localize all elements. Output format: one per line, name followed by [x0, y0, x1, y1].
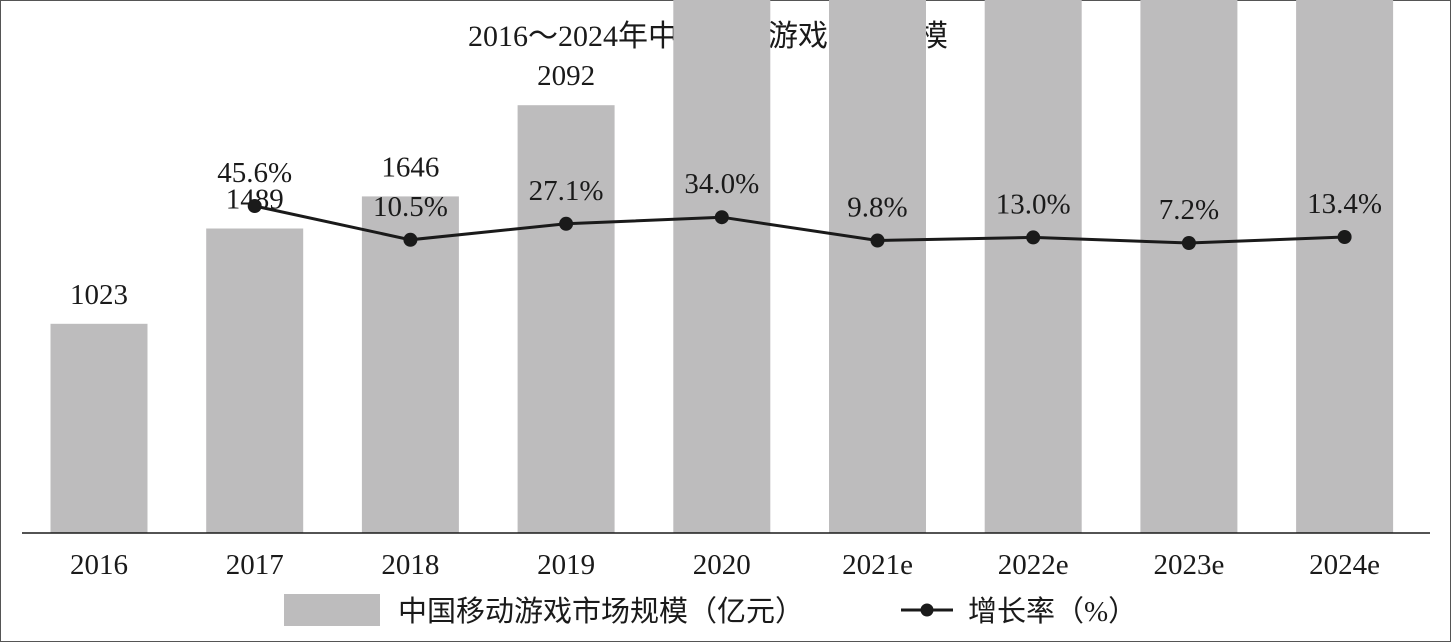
growth-point-2020 — [714, 210, 729, 225]
growth-label-2021e: 9.8% — [847, 192, 907, 224]
bar-2021e — [829, 0, 926, 533]
bar-value-label-2016: 1023 — [70, 279, 128, 311]
legend-line-label: 增长率（%） — [968, 595, 1137, 628]
bar-2018 — [361, 196, 459, 533]
x-tick-2023e: 2023e — [1153, 549, 1224, 581]
growth-line-series — [247, 199, 1352, 250]
growth-label-2019: 27.1% — [529, 175, 604, 207]
legend-bar-label: 中国移动游戏市场规模（亿元） — [398, 595, 804, 628]
growth-point-2023e — [1181, 236, 1196, 250]
x-tick-2016: 2016 — [70, 549, 128, 581]
bar-value-label-2018: 1646 — [381, 151, 439, 183]
growth-point-2017 — [247, 199, 262, 213]
growth-line-path — [254, 204, 1345, 245]
x-tick-2022e: 2022e — [998, 549, 1069, 581]
growth-point-2018 — [403, 232, 418, 247]
bar-2024e — [1296, 0, 1394, 534]
bar-value-label-2019: 2092 — [537, 60, 595, 92]
bar-2019 — [517, 105, 615, 533]
x-tick-2019: 2019 — [537, 549, 595, 581]
bar-value-labels: 102314891646209228043078347837294227 — [70, 60, 595, 311]
growth-point-2024e — [1337, 230, 1352, 244]
bar-2022e — [984, 0, 1082, 533]
growth-label-2023e: 7.2% — [1159, 194, 1219, 226]
x-tick-2024e: 2024e — [1309, 549, 1380, 581]
x-tick-2021e: 2021e — [842, 549, 913, 581]
growth-point-2022e — [1026, 230, 1041, 245]
legend: 中国移动游戏市场规模（亿元） 增长率（%） — [284, 594, 1137, 628]
growth-label-2024e: 13.4% — [1307, 188, 1382, 220]
x-tick-labels: 2016 2017 2018 2019 2020 2021e 2022e 2023e 2024e — [70, 549, 1380, 581]
growth-label-2018: 10.5% — [373, 191, 448, 223]
growth-rate-labels: 45.6% 10.5% 27.1% 34.0% 9.8% 13.0% 7.2% 13.4% — [217, 157, 1382, 226]
legend-bar-swatch — [284, 594, 380, 626]
bar-series — [50, 0, 1394, 534]
growth-point-2019 — [559, 216, 574, 231]
bar-2016 — [50, 323, 148, 533]
bar-2017 — [206, 228, 304, 533]
growth-point-2021e — [870, 233, 885, 248]
legend-line-marker — [920, 603, 934, 617]
growth-label-2017: 45.6% — [217, 157, 292, 189]
x-tick-2018: 2018 — [381, 549, 439, 581]
x-tick-2017: 2017 — [226, 549, 284, 581]
x-tick-2020: 2020 — [693, 549, 751, 581]
bar-2023e — [1140, 0, 1238, 533]
growth-label-2022e: 13.0% — [996, 188, 1071, 220]
bar-2020 — [673, 0, 771, 534]
growth-label-2020: 34.0% — [684, 168, 759, 200]
